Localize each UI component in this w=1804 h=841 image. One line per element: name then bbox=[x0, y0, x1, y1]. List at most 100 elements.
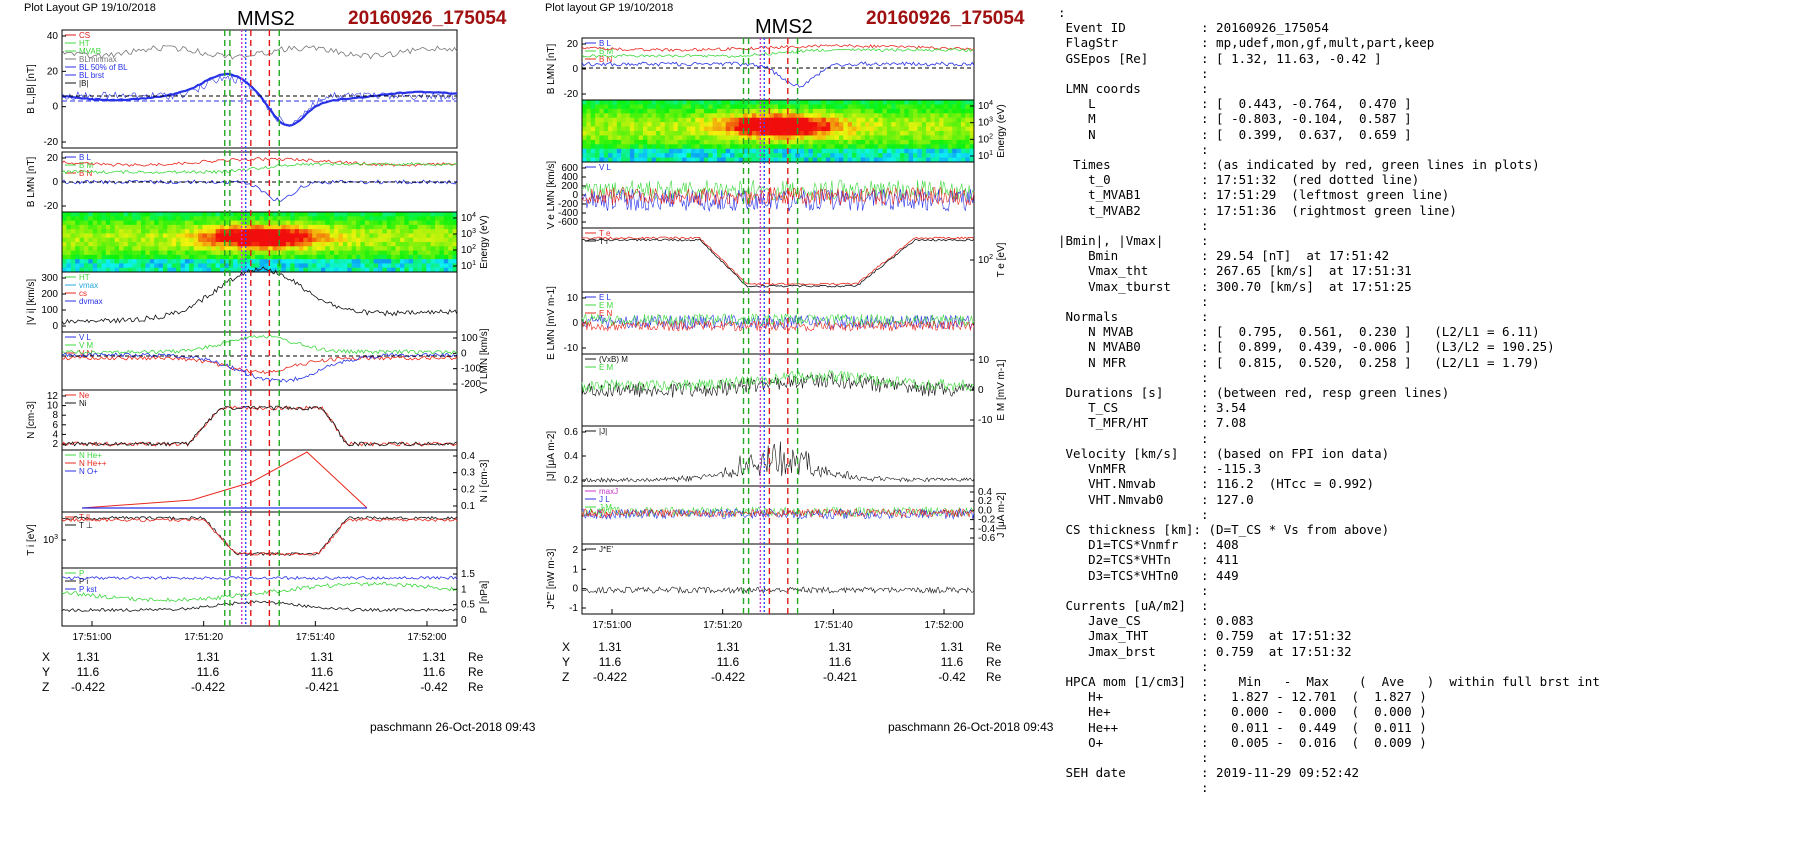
spectrogram-cell bbox=[664, 122, 670, 128]
spectrogram-cell bbox=[917, 135, 923, 141]
spectrogram-cell bbox=[220, 212, 225, 217]
legend-entry: B L bbox=[599, 39, 612, 48]
spectrogram-cell bbox=[582, 108, 587, 114]
spectrogram-cell bbox=[338, 254, 344, 260]
spectrogram-cell bbox=[856, 139, 862, 145]
spectrogram-cell bbox=[290, 250, 296, 256]
spectrogram-cell bbox=[250, 212, 256, 217]
trace-el bbox=[581, 314, 975, 330]
spectrogram-cell bbox=[708, 157, 714, 163]
spectrogram-cell bbox=[852, 153, 857, 159]
y-tick-label: 12 bbox=[47, 391, 59, 402]
spectrogram-cell bbox=[325, 242, 331, 247]
left-coordinate-table: X 1.31 1.31 1.31 1.31 Re Y 11.6 11.6 11.6 11.6 Re Z -… bbox=[0, 650, 540, 700]
spectrogram-cell bbox=[167, 267, 173, 273]
spectrogram-cell bbox=[664, 100, 670, 105]
spectrogram-cell bbox=[228, 220, 234, 226]
spectrogram-cell bbox=[307, 259, 313, 264]
spectrogram-cell bbox=[786, 108, 792, 114]
spectrogram-cell bbox=[821, 148, 827, 154]
spectrogram-cell bbox=[334, 224, 339, 230]
y-tick-exponent: 2 bbox=[989, 254, 993, 261]
spectrogram-cell bbox=[448, 246, 454, 252]
y-tick-label: 2 bbox=[572, 545, 578, 556]
spectrogram-cell bbox=[634, 122, 640, 128]
spectrogram-cell bbox=[712, 139, 718, 145]
spectrogram-cell bbox=[834, 104, 840, 110]
spectrogram-cell bbox=[869, 117, 875, 123]
spectrogram-cell bbox=[180, 254, 186, 260]
spectrogram-cell bbox=[421, 263, 427, 269]
spectrogram-cell bbox=[734, 122, 740, 128]
spectrogram-cell bbox=[171, 267, 177, 273]
spectrogram-cell bbox=[930, 157, 936, 163]
spectrogram-cell bbox=[599, 148, 605, 154]
spectrogram-cell bbox=[263, 246, 269, 252]
spectrogram-cell bbox=[426, 242, 432, 247]
spectrogram-cell bbox=[123, 233, 129, 239]
spectrogram-cell bbox=[167, 220, 173, 226]
y-axis-label: B LMN [nT] bbox=[26, 157, 37, 208]
spectrogram-cell bbox=[299, 212, 304, 217]
spectrogram-cell bbox=[364, 267, 370, 273]
spectrogram-cell bbox=[812, 144, 818, 150]
spectrogram-cell bbox=[799, 135, 805, 141]
spectrogram-cell bbox=[167, 233, 173, 239]
spectrogram-cell bbox=[934, 135, 940, 141]
spectrogram-cell bbox=[582, 135, 587, 141]
spectrogram-cell bbox=[817, 122, 823, 128]
spectrogram-cell bbox=[259, 220, 265, 226]
spectrogram-cell bbox=[764, 131, 770, 136]
spectrogram-cell bbox=[738, 144, 744, 150]
summary-line: GSEpos [Re] : [ 1.32, 11.63, -0.42 ] bbox=[1058, 50, 1382, 66]
spectrogram-cell bbox=[799, 148, 805, 154]
spectrogram-cell bbox=[97, 220, 102, 226]
spectrogram-cell bbox=[930, 108, 936, 114]
spectrogram-cell bbox=[921, 117, 927, 123]
coord-value: 1.31 bbox=[598, 640, 622, 654]
trace-jn bbox=[581, 508, 975, 518]
y-tick-label: -0.6 bbox=[978, 533, 996, 544]
summary-line: Times : (as indicated by red, green line… bbox=[1058, 157, 1540, 173]
spectrogram-cell bbox=[241, 237, 247, 243]
spectrogram-cell bbox=[599, 117, 605, 123]
spectrogram-cell bbox=[294, 216, 300, 222]
spectrogram-cell bbox=[426, 237, 432, 243]
spectrogram-cell bbox=[378, 212, 383, 217]
spectrogram-cell bbox=[320, 254, 326, 260]
spectrogram-cell bbox=[206, 263, 212, 269]
spectrogram-cell bbox=[83, 212, 89, 217]
trace-vn bbox=[61, 355, 458, 375]
spectrogram-cell bbox=[947, 153, 953, 159]
spectrogram-cell bbox=[184, 229, 190, 234]
summary-line: : bbox=[1058, 582, 1209, 598]
spectrogram-cell bbox=[821, 113, 827, 119]
spectrogram-cell bbox=[430, 250, 436, 256]
y-tick-label: 0 bbox=[52, 102, 58, 113]
spectrogram-cell bbox=[391, 263, 397, 269]
spectrogram-cell bbox=[391, 246, 397, 252]
trace-jl bbox=[581, 508, 975, 520]
spectrogram-cell bbox=[651, 144, 657, 150]
spectrogram-cell bbox=[382, 259, 388, 264]
spectrogram-cell bbox=[778, 104, 783, 110]
spectrogram-cell bbox=[373, 246, 379, 252]
spectrogram-cell bbox=[664, 157, 670, 163]
spectrogram-cell bbox=[913, 135, 918, 141]
spectrogram-cell bbox=[307, 233, 313, 239]
spectrogram-cell bbox=[621, 113, 627, 119]
spectrogram-cell bbox=[621, 139, 627, 145]
spectrogram-cell bbox=[119, 224, 124, 230]
spectrogram-cell bbox=[608, 157, 613, 163]
spectrogram-cell bbox=[926, 122, 931, 128]
spectrogram-cell bbox=[934, 153, 940, 159]
spectrogram-cell bbox=[448, 242, 454, 247]
spectrogram-cell bbox=[364, 224, 370, 230]
spectrogram-cell bbox=[224, 242, 230, 247]
spectrogram-cell bbox=[325, 233, 331, 239]
spectrogram-cell bbox=[629, 144, 635, 150]
spectrogram-cell bbox=[342, 237, 348, 243]
spectrogram-cell bbox=[586, 157, 592, 163]
spectrogram-cell bbox=[316, 237, 322, 243]
spectrogram-cell bbox=[75, 267, 81, 273]
